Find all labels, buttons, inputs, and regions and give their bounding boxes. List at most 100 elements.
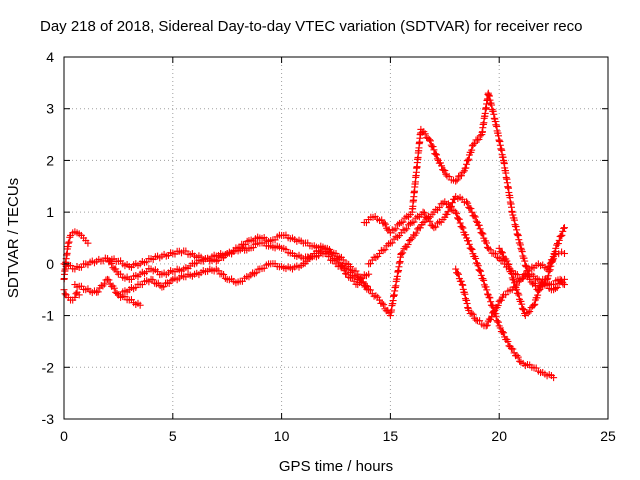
interpolated-marker [453,210,461,218]
series-track-a [60,228,92,283]
interpolated-marker [477,271,485,279]
interpolated-marker [492,250,500,258]
interpolated-marker [480,276,488,284]
interpolated-marker [505,261,513,269]
interpolated-marker [435,204,443,212]
data-point [517,244,525,252]
interpolated-marker [406,219,414,227]
interpolated-marker [476,225,484,233]
interpolated-marker [454,269,462,277]
data-point [452,265,460,273]
series-track-k [495,244,568,320]
interpolated-marker [426,137,434,145]
y-tick-label: 2 [46,152,54,168]
interpolated-marker [536,285,544,293]
interpolated-marker [467,205,475,213]
data-point [136,301,144,309]
interpolated-marker [505,265,513,273]
interpolated-marker [220,271,228,279]
interpolated-marker [518,248,526,256]
interpolated-marker [463,160,471,168]
interpolated-marker [404,241,412,249]
marks-layer [60,89,568,382]
interpolated-marker [388,239,396,247]
interpolated-marker [352,267,360,275]
interpolated-marker [518,300,526,308]
data-point [560,250,568,258]
data-point [556,275,564,283]
interpolated-marker [509,345,517,353]
data-point [104,275,112,283]
x-tick-label: 10 [274,428,290,444]
interpolated-marker [513,351,521,359]
y-tick-label: -2 [42,359,55,375]
interpolated-marker [410,218,418,226]
interpolated-marker [559,227,567,235]
interpolated-marker [380,301,388,309]
interpolated-marker [483,239,491,247]
y-tick-label: -3 [42,411,55,427]
series-track-i [365,193,568,294]
y-tick-label: 0 [46,256,54,272]
y-tick-label: 3 [46,101,54,117]
interpolated-marker [518,246,526,254]
interpolated-marker [439,199,447,207]
data-point [397,250,405,258]
interpolated-marker [149,276,157,284]
interpolated-marker [550,280,558,288]
interpolated-marker [475,221,483,229]
interpolated-marker [339,256,347,264]
interpolated-marker [250,270,258,278]
interpolated-marker [433,151,441,159]
data-point [71,293,79,301]
interpolated-marker [469,310,477,318]
interpolated-marker [534,287,542,295]
data-point [482,322,490,330]
data-point [513,286,521,294]
interpolated-marker [510,276,518,284]
interpolated-marker [520,271,528,279]
series-track-h [360,89,568,294]
data-point [365,270,373,278]
x-axis-label: GPS time / hours [279,458,393,475]
interpolated-marker [518,274,526,282]
interpolated-marker [537,282,545,290]
interpolated-marker [429,143,437,151]
series-track-g [354,198,558,382]
data-point [560,224,568,232]
interpolated-marker [520,254,528,262]
interpolated-marker [458,223,466,231]
data-point [473,260,481,268]
interpolated-marker [468,245,476,253]
interpolated-marker [551,285,559,293]
data-point [469,141,477,149]
interpolated-marker [455,215,463,223]
interpolated-marker [498,328,506,336]
interpolated-marker [493,317,501,325]
interpolated-marker [465,155,473,163]
interpolated-marker [524,309,532,317]
interpolated-marker [453,176,461,184]
interpolated-marker [438,162,446,170]
interpolated-marker [350,277,358,285]
interpolated-marker [521,257,529,265]
interpolated-marker [483,286,491,294]
interpolated-marker [366,260,374,268]
interpolated-marker [110,284,118,292]
interpolated-marker [462,231,470,239]
interpolated-marker [488,301,496,309]
interpolated-marker [471,139,479,147]
interpolated-marker [531,300,539,308]
data-point [426,136,434,144]
interpolated-marker [516,357,524,365]
plot-frame [63,56,609,420]
data-point [517,275,525,283]
interpolated-marker [544,272,552,280]
interpolated-marker [399,218,407,226]
data-point [550,374,558,382]
interpolated-marker [447,202,455,210]
data-point [452,177,460,185]
interpolated-marker [61,290,69,298]
chart-title: Day 218 of 2018, Sidereal Day-to-day VTE… [40,18,583,35]
